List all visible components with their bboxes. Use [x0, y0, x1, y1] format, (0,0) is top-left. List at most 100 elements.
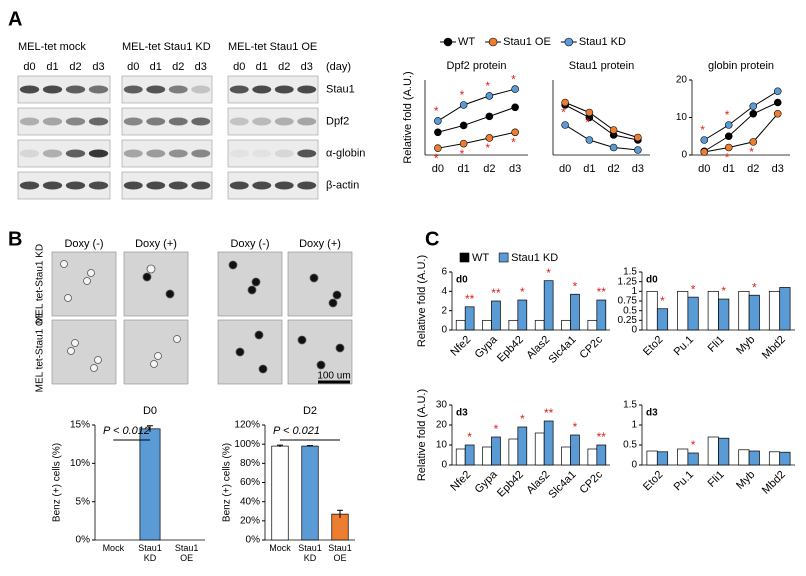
blot-band: [274, 85, 294, 94]
blot-group-label: MEL-tet Stau1 KD: [122, 41, 211, 53]
y-tick-label: 10%: [70, 458, 90, 469]
micrograph: [51, 319, 117, 385]
bar: [517, 426, 528, 466]
x-tick-label: Stau1 OE: [174, 543, 199, 563]
blot-band: [42, 85, 63, 94]
blot-band: [297, 181, 317, 190]
blot-band: [168, 149, 188, 158]
bar: [596, 299, 607, 331]
significance: *: [573, 420, 578, 434]
blot-band: [65, 181, 86, 190]
x-tick-label: Slc4a1: [546, 334, 578, 366]
bar: [482, 446, 492, 466]
significance: *: [725, 108, 730, 122]
y-tick-label: 1.5: [623, 267, 637, 278]
point: [511, 128, 519, 137]
x-tick-label: d3: [632, 163, 644, 175]
lane-label: d3: [301, 61, 313, 73]
point: [459, 121, 468, 130]
bar: [455, 448, 466, 466]
cell: [64, 294, 72, 302]
x-tick-label: Pu.1: [672, 469, 696, 493]
bar: [561, 319, 571, 331]
blot-row-label: α-globin: [326, 147, 365, 159]
blot-band: [65, 117, 86, 126]
blot-band: [191, 117, 211, 126]
x-tick-label: Fli1: [706, 469, 727, 490]
lane-label: d0: [23, 61, 35, 73]
significance: *: [546, 266, 551, 280]
y-tick-label: 0%: [76, 535, 91, 546]
x-tick-label: d0: [559, 163, 571, 175]
point: [434, 128, 442, 137]
blot-band: [123, 117, 143, 126]
y-tick-label: 1.5: [623, 400, 637, 411]
y-tick-label: 0.5: [623, 440, 637, 451]
x-tick-label: d2: [747, 163, 759, 175]
point: [749, 138, 758, 146]
y-tick-label: 1.25: [618, 276, 638, 287]
blot-band: [229, 117, 249, 126]
cell: [94, 356, 102, 364]
lane-label: d3: [195, 61, 207, 73]
micrograph: [123, 251, 189, 317]
legend-marker: [488, 37, 498, 47]
significance: *: [725, 151, 730, 165]
bar: [779, 287, 791, 331]
blot-row-label: Stau1: [326, 83, 355, 95]
blot-row-label: β-actin: [326, 179, 359, 191]
blot-band: [191, 149, 211, 158]
x-tick-label: d1: [583, 163, 595, 175]
cell: [228, 260, 238, 270]
significance: *: [511, 72, 516, 86]
y-axis-label: Relative fold (A.U.): [416, 389, 428, 481]
y-tick-label: 6: [441, 267, 447, 278]
blot-band: [168, 181, 188, 190]
y-axis-label: Relative fold (A.U.): [416, 255, 428, 347]
x-tick-label: Nfe2: [448, 334, 473, 359]
series-line: [703, 90, 779, 141]
y-tick-label: 100%: [234, 439, 260, 450]
y-tick-label: 20: [676, 75, 688, 86]
lane-label: d0: [127, 61, 139, 73]
x-tick-label: d3: [509, 163, 521, 175]
blot-band: [19, 117, 40, 126]
micrograph: [217, 251, 283, 317]
y-tick-label: 2: [441, 305, 447, 316]
significance: *: [749, 145, 754, 159]
blot-band: [88, 85, 109, 94]
blot-band: [252, 149, 272, 158]
cell: [328, 298, 338, 308]
blot-strip: [227, 107, 319, 136]
series-line: [703, 102, 778, 152]
x-tick-label: Mbd2: [760, 334, 788, 362]
bar: [718, 298, 730, 331]
x-tick-label: Eto2: [641, 469, 665, 493]
cell: [83, 277, 91, 285]
blot-group-label: MEL-tet mock: [18, 41, 86, 53]
significance: *: [721, 284, 726, 298]
bar: [534, 319, 545, 331]
cell: [154, 352, 162, 360]
cell: [87, 269, 95, 277]
micrograph: [217, 319, 283, 385]
x-tick-label: Mock: [269, 543, 291, 553]
blot-band: [123, 149, 143, 158]
y-tick-label: 0.25: [618, 315, 638, 326]
y-tick-label: 80%: [240, 458, 260, 469]
column-label: Doxy (-): [230, 238, 269, 250]
point: [773, 87, 782, 96]
y-tick-label: 20: [436, 420, 448, 431]
bar: [464, 444, 475, 466]
x-tick-label-box: Stau1 OE: [174, 543, 199, 563]
y-tick-label: 1: [631, 420, 637, 431]
x-tick-label: Pu.1: [672, 334, 696, 358]
y-tick-label: 1: [631, 286, 637, 297]
bar: [779, 451, 791, 466]
x-tick-label-box: Mock: [103, 543, 125, 553]
cell: [316, 360, 326, 370]
point: [609, 126, 618, 134]
significance: *: [485, 79, 490, 93]
bar: [687, 296, 699, 331]
